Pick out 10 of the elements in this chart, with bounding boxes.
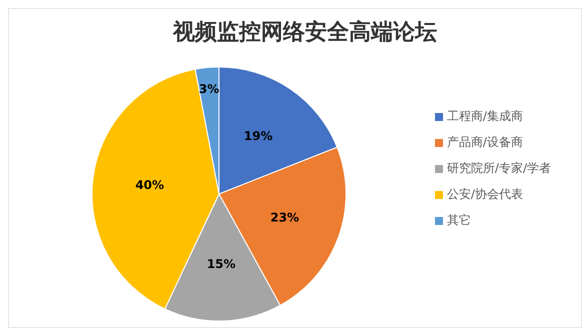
- legend-label: 产品商/设备商: [446, 135, 523, 149]
- legend-label: 公安/协会代表: [446, 187, 523, 201]
- legend-label: 其它: [446, 213, 471, 227]
- data-label: 15%: [206, 256, 236, 271]
- chart-title: 视频监控网络安全高端论坛: [172, 18, 438, 47]
- legend-label: 研究院所/专家/学者: [446, 161, 551, 175]
- legend-label: 工程商/集成商: [446, 109, 523, 123]
- data-label: 23%: [270, 210, 300, 225]
- data-label: 19%: [244, 129, 273, 144]
- data-label: 40%: [135, 178, 164, 192]
